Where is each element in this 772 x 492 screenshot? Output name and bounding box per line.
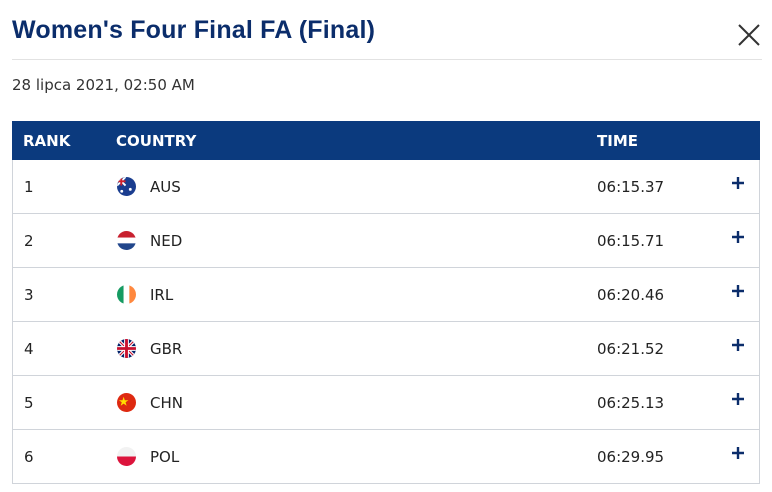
expand-button[interactable] <box>731 446 745 460</box>
rank: 2 <box>24 232 34 250</box>
table-header: RANK COUNTRY TIME <box>12 121 760 160</box>
date: 28 lipca 2021, 02:50 AM <box>12 76 195 94</box>
country: CHN <box>150 394 183 412</box>
rank: 3 <box>24 286 34 304</box>
table-row: 3 IRL 06:20.46 <box>12 268 760 322</box>
country: NED <box>150 232 183 250</box>
table-row: 2 NED 06:15.71 <box>12 214 760 268</box>
flag <box>117 447 136 466</box>
divider <box>12 59 762 60</box>
flag <box>117 393 136 412</box>
close-button[interactable] <box>736 22 762 48</box>
flag <box>117 285 136 304</box>
time: 06:21.52 <box>597 340 665 358</box>
time: 06:15.71 <box>597 232 665 250</box>
column-header: COUNTRY <box>116 132 197 150</box>
expand-button[interactable] <box>731 176 745 190</box>
time: 06:29.95 <box>597 448 665 466</box>
time: 06:20.46 <box>597 286 665 304</box>
column-header: RANK <box>23 132 71 150</box>
time: 06:15.37 <box>597 178 665 196</box>
table-row: 6 POL 06:29.95 <box>12 430 760 484</box>
flag <box>117 339 136 358</box>
rank: 4 <box>24 340 34 358</box>
expand-button[interactable] <box>731 392 745 406</box>
rank: 1 <box>24 178 34 196</box>
expand-button[interactable] <box>731 230 745 244</box>
expand-button[interactable] <box>731 284 745 298</box>
country: POL <box>150 448 180 466</box>
table-row: 1 AUS 06:15.37 <box>12 160 760 214</box>
expand-button[interactable] <box>731 338 745 352</box>
time: 06:25.13 <box>597 394 665 412</box>
flag <box>117 177 136 196</box>
table-row: 5 CHN 06:25.13 <box>12 376 760 430</box>
flag <box>117 231 136 250</box>
rank: 5 <box>24 394 34 412</box>
country: GBR <box>150 340 183 358</box>
country: IRL <box>150 286 174 304</box>
title: Women's Four Final FA (Final) <box>12 16 376 44</box>
table-row: 4 GBR 06:21.52 <box>12 322 760 376</box>
rank: 6 <box>24 448 34 466</box>
country: AUS <box>150 178 181 196</box>
column-header: TIME <box>597 132 638 150</box>
